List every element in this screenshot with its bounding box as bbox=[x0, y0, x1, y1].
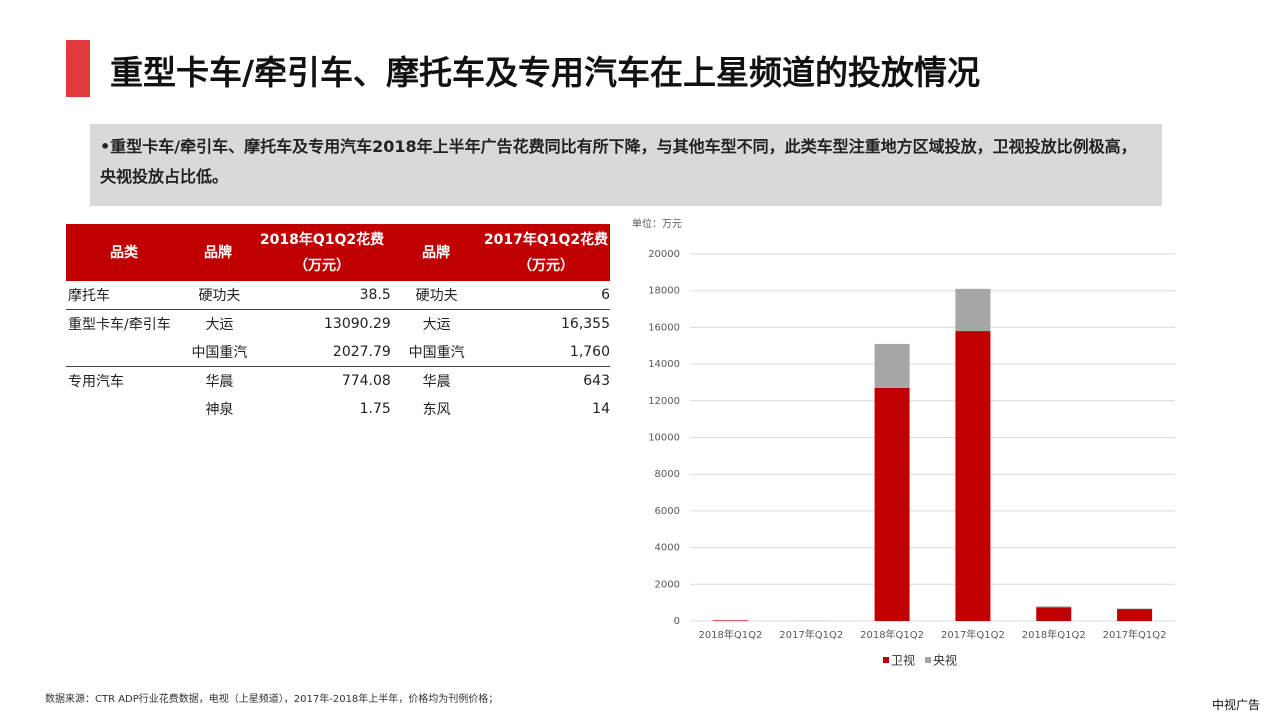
table-cell: 774.08 bbox=[341, 373, 391, 389]
bar-segment bbox=[874, 387, 910, 621]
title-accent bbox=[66, 40, 90, 97]
table-row: 神泉 1.75 东风 14 bbox=[66, 395, 610, 423]
legend-swatch bbox=[883, 657, 889, 663]
header-cell: 品牌 bbox=[182, 224, 254, 281]
y-tick-label: 2000 bbox=[655, 579, 680, 590]
header-cell: 2017年Q1Q2花费 （万元） bbox=[482, 224, 610, 281]
table-cell: 大运 bbox=[422, 317, 451, 333]
x-tick-label: 2017年Q1Q2 bbox=[941, 628, 1005, 641]
y-tick-label: 8000 bbox=[655, 469, 680, 480]
y-tick-label: 14000 bbox=[648, 359, 680, 370]
y-tick-label: 0 bbox=[674, 616, 680, 627]
table-cell: 643 bbox=[583, 373, 610, 389]
slide-title: 重型卡车/牵引车、摩托车及专用汽车在上星频道的投放情况 bbox=[110, 53, 981, 92]
header-text: 品类 bbox=[110, 244, 138, 261]
table-cell: 中国重汽 bbox=[191, 345, 248, 361]
brand: 中视广告 bbox=[1212, 698, 1261, 712]
legend-label: 卫视 bbox=[891, 653, 915, 668]
table-cell: 专用汽车 bbox=[68, 374, 124, 390]
header-text: （万元） bbox=[294, 257, 350, 274]
header-text: 品牌 bbox=[422, 244, 450, 261]
header-text: （万元） bbox=[518, 257, 574, 274]
table-cell: 神泉 bbox=[205, 402, 234, 418]
source-note: 数据来源：CTR ADP行业花费数据，电视（上星频道），2017年-2018年上… bbox=[45, 694, 499, 705]
legend-label: 央视 bbox=[933, 653, 957, 668]
x-tick-label: 2018年Q1Q2 bbox=[698, 628, 762, 641]
y-tick-label: 4000 bbox=[655, 543, 680, 554]
x-tick-label: 2017年Q1Q2 bbox=[1103, 628, 1167, 641]
table-cell: 华晨 bbox=[422, 374, 451, 390]
x-tick-label: 2018年Q1Q2 bbox=[860, 628, 924, 641]
table-cell: 6 bbox=[601, 287, 610, 303]
table-cell: 中国重汽 bbox=[408, 345, 465, 361]
bar-segment bbox=[955, 331, 991, 621]
table-cell: 华晨 bbox=[205, 374, 234, 390]
table-row: 重型卡车/牵引车 大运 13090.29 大运 16,355 bbox=[66, 310, 610, 338]
bar-segment bbox=[955, 288, 991, 332]
table-cell: 重型卡车/牵引车 bbox=[68, 317, 171, 333]
bar-segment bbox=[1036, 606, 1072, 608]
table-cell: 13090.29 bbox=[324, 316, 391, 332]
table-cell: 1.75 bbox=[359, 401, 391, 417]
bullet-text: •重型卡车/牵引车、摩托车及专用汽车2018年上半年广告花费同比有所下降，与其他… bbox=[90, 124, 1162, 206]
table-cell: 14 bbox=[592, 401, 610, 417]
table-row: 中国重汽 2027.79 中国重汽 1,760 bbox=[66, 338, 610, 367]
header-cell: 品类 bbox=[66, 224, 182, 281]
header-text: 品牌 bbox=[204, 244, 232, 261]
y-tick-label: 20000 bbox=[648, 249, 680, 260]
table-cell: 东风 bbox=[422, 402, 451, 418]
bar-segment bbox=[1036, 607, 1072, 621]
table-row: 摩托车 硬功夫 38.5 硬功夫 6 bbox=[66, 281, 610, 310]
table-header: 品类 品牌 2018年Q1Q2花费 （万元） 品牌 2017年Q1Q2花费 （万元） bbox=[66, 224, 610, 281]
table-cell: 1,760 bbox=[569, 344, 610, 360]
table-cell: 16,355 bbox=[561, 316, 610, 332]
data-table: 品类 品牌 2018年Q1Q2花费 （万元） 品牌 2017年Q1Q2花费 （万元） 摩托车 硬… bbox=[66, 224, 610, 423]
table-cell: 大运 bbox=[205, 317, 234, 333]
bar-segment bbox=[712, 620, 748, 621]
bar-segment bbox=[1117, 609, 1153, 621]
table-cell: 硬功夫 bbox=[198, 288, 241, 304]
y-tick-label: 18000 bbox=[648, 286, 680, 297]
y-tick-label: 6000 bbox=[655, 506, 680, 517]
legend-swatch bbox=[925, 657, 931, 663]
table-cell: 硬功夫 bbox=[415, 288, 458, 304]
header-cell: 2018年Q1Q2花费 （万元） bbox=[254, 224, 390, 281]
header-cell: 品牌 bbox=[390, 224, 482, 281]
header-text: 2017年Q1Q2花费 bbox=[483, 231, 609, 248]
table-cell: 摩托车 bbox=[68, 288, 110, 304]
y-tick-label: 10000 bbox=[648, 433, 680, 444]
table-cell: 2027.79 bbox=[332, 344, 391, 360]
y-tick-label: 12000 bbox=[648, 396, 680, 407]
unit-label: 单位：万元 bbox=[632, 217, 682, 230]
y-tick-label: 16000 bbox=[648, 322, 680, 333]
chart: 单位：万元 0 2000 4000 6000 8000 10000 12000 14000 160… bbox=[632, 217, 1175, 668]
x-tick-label: 2018年Q1Q2 bbox=[1022, 628, 1086, 641]
header-text: 2018年Q1Q2花费 bbox=[259, 231, 385, 248]
x-tick-label: 2017年Q1Q2 bbox=[779, 628, 843, 641]
bar-segment bbox=[1117, 608, 1153, 610]
bar-segment bbox=[874, 343, 910, 388]
table-cell: 38.5 bbox=[359, 287, 391, 303]
table-row: 专用汽车 华晨 774.08 华晨 643 bbox=[66, 367, 610, 395]
